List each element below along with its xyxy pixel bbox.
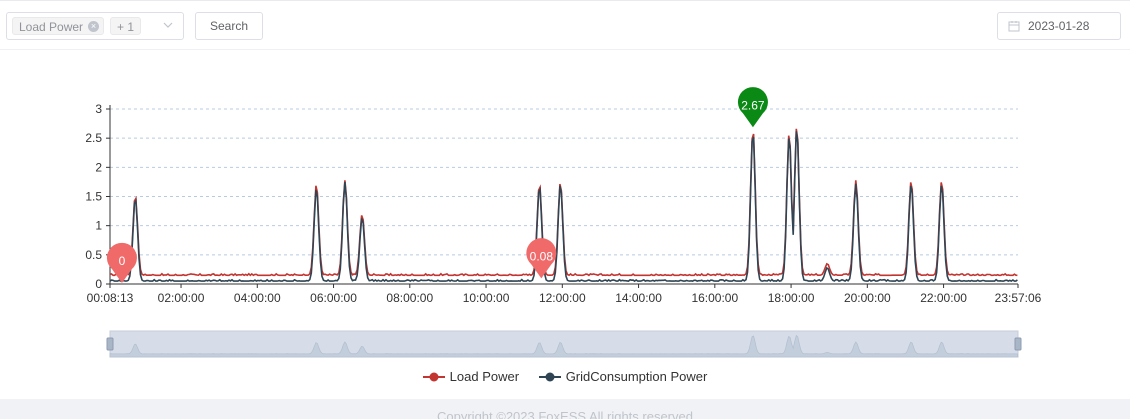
marker-label: 0 (119, 254, 126, 268)
x-tick-label: 18:00:00 (768, 291, 815, 305)
legend-load-label: Load Power (449, 369, 520, 384)
series-line-grid-power (109, 131, 1018, 283)
x-tick-label: 16:00:00 (691, 291, 738, 305)
marker-pin-max: 2.67 (737, 87, 768, 128)
series-lines (109, 128, 1018, 283)
more-tag: + 1 (110, 17, 142, 35)
search-button[interactable]: Search (195, 12, 263, 40)
chevron-down-icon (163, 22, 173, 28)
marker-pins: 0 0.08 2.67 (106, 87, 768, 283)
zoom-handle-left (106, 337, 114, 351)
tag-close-icon[interactable]: × (88, 21, 100, 32)
x-tick-label: 00:08:13 (87, 291, 134, 305)
legend-grid-icon (538, 372, 561, 381)
x-tick-label: 22:00:00 (920, 291, 967, 305)
marker-pin-min: 0.08 (526, 238, 557, 279)
copyright-text: Copyright ©2023 FoxESS All rights reserv… (437, 409, 693, 419)
x-tick-label: 02:00:00 (158, 291, 205, 305)
y-tick-label: 0.5 (85, 248, 102, 262)
y-tick-label: 2.5 (85, 131, 102, 145)
legend-item-load-power[interactable]: Load Power (422, 369, 520, 384)
marker-shape (526, 238, 557, 279)
marker-label: 0.08 (530, 249, 554, 263)
chart-legend: Load Power GridConsumption Power (0, 369, 1130, 386)
x-tick-label: 23:57:06 (995, 291, 1042, 305)
x-axis: 00:08:13 02:00:00 04:00:00 06:00:00 08:00:00… (87, 283, 1042, 305)
x-tick-label: 06:00:00 (310, 291, 357, 305)
legend-load-icon (422, 372, 445, 381)
marker-shape (106, 242, 137, 283)
selected-tag-label: Load Power (19, 20, 84, 34)
zoom-preview-area (109, 334, 1019, 358)
y-tick-label: 1.5 (85, 190, 102, 204)
footer: Copyright ©2023 FoxESS All rights reserv… (0, 399, 1130, 419)
power-type-select[interactable]: Load Power × + 1 (6, 12, 184, 40)
x-tick-label: 12:00:00 (539, 291, 586, 305)
y-tick-label: 2 (95, 160, 102, 174)
selected-tag: Load Power × (12, 17, 105, 35)
calendar-icon (1008, 21, 1020, 32)
y-axis: 0 0.5 1 1.5 2 2.5 3 (85, 102, 111, 291)
legend-item-grid-power[interactable]: GridConsumption Power (538, 369, 708, 384)
date-picker[interactable]: 2023-01-28 (997, 12, 1121, 40)
x-tick-label: 10:00:00 (463, 291, 510, 305)
y-tick-label: 0 (95, 277, 102, 291)
x-tick-label: 08:00:00 (386, 291, 433, 305)
marker-shape (737, 87, 768, 128)
date-value: 2023-01-28 (1028, 19, 1090, 33)
toolbar: Load Power × + 1 Search 2023-01-28 (0, 0, 1130, 50)
y-tick-label: 1 (95, 219, 102, 233)
data-zoom-slider[interactable] (106, 330, 1022, 358)
x-tick-label: 20:00:00 (844, 291, 891, 305)
legend-grid-label: GridConsumption Power (565, 369, 708, 384)
grid-lines (110, 108, 1018, 256)
marker-label: 2.67 (741, 98, 765, 112)
marker-pin-min: 0 (106, 242, 137, 283)
y-tick-label: 3 (95, 102, 102, 116)
x-tick-label: 14:00:00 (615, 291, 662, 305)
power-line-chart: 0 0.5 1 1.5 2 2.5 3 00:08:13 02:00:00 04:00:00 06… (85, 87, 1042, 358)
zoom-handle-right (1014, 337, 1022, 351)
x-tick-label: 04:00:00 (234, 291, 281, 305)
